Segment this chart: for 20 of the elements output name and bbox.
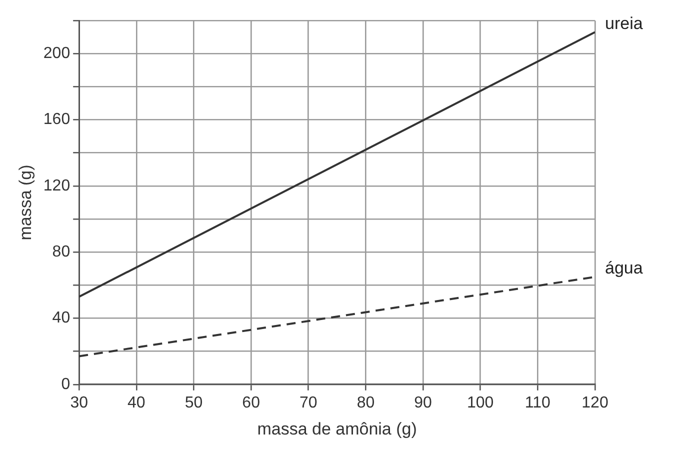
y-tick-label: 80 xyxy=(52,244,70,261)
x-tick-label: 120 xyxy=(582,394,608,412)
y-tick-label: 200 xyxy=(43,45,70,62)
y-tick-label: 160 xyxy=(43,111,70,128)
series-label: água xyxy=(605,258,644,278)
y-tick-label: 40 xyxy=(52,310,70,327)
x-tick-label: 110 xyxy=(524,394,551,412)
series-label: ureia xyxy=(605,14,644,33)
x-axis-title: massa de amônia (g) xyxy=(257,419,417,438)
x-tick-label: 30 xyxy=(70,394,88,412)
x-tick-label: 60 xyxy=(242,394,260,412)
x-tick-label: 40 xyxy=(128,394,146,412)
x-tick-label: 90 xyxy=(414,394,432,412)
y-tick-label: 120 xyxy=(43,177,70,194)
x-tick-label: 80 xyxy=(356,394,375,412)
x-tick-label: 50 xyxy=(184,394,203,412)
x-tick-label: 100 xyxy=(467,394,494,412)
y-axis-title: massa (g) xyxy=(16,164,35,240)
x-tick-label: 70 xyxy=(299,394,318,412)
y-tick-label: 0 xyxy=(61,376,70,393)
